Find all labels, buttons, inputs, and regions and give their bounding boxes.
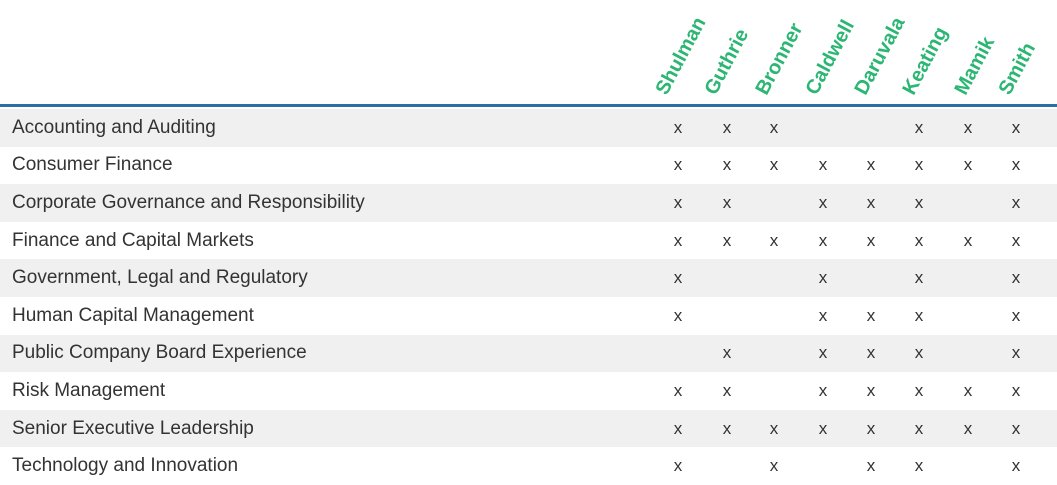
- table-row: Government, Legal and Regulatory x x x x: [0, 259, 1057, 297]
- check-mark-caldwell: x: [818, 268, 828, 288]
- check-mark-caldwell: x: [818, 192, 828, 212]
- check-mark-shulman: x: [673, 456, 683, 476]
- check-mark-daruvala: x: [866, 418, 876, 438]
- check-mark-keating: x: [914, 117, 924, 137]
- check-mark-caldwell: x: [818, 343, 828, 363]
- skill-label: Finance and Capital Markets: [12, 229, 254, 251]
- table-row: Corporate Governance and Responsibility x…: [0, 184, 1057, 222]
- check-mark-bronner: x: [769, 117, 779, 137]
- check-mark-mamik: x: [963, 380, 973, 400]
- check-mark-caldwell: x: [818, 230, 828, 250]
- check-mark-guthrie: x: [722, 418, 732, 438]
- column-header-mamik: Mamik: [950, 33, 1000, 99]
- check-mark-keating: x: [914, 343, 924, 363]
- check-mark-shulman: x: [673, 305, 683, 325]
- column-header-guthrie: Guthrie: [700, 25, 754, 99]
- check-mark-caldwell: x: [818, 418, 828, 438]
- check-mark-caldwell: x: [818, 155, 828, 175]
- skills-rows: Accounting and Auditing x x x x x x Consumer Fi…: [0, 109, 1057, 485]
- check-mark-guthrie: x: [722, 192, 732, 212]
- check-mark-smith: x: [1011, 418, 1021, 438]
- table-row: Accounting and Auditing x x x x x x: [0, 109, 1057, 147]
- check-mark-daruvala: x: [866, 456, 876, 476]
- check-mark-mamik: x: [963, 117, 973, 137]
- check-mark-bronner: x: [769, 456, 779, 476]
- check-mark-smith: x: [1011, 268, 1021, 288]
- check-mark-keating: x: [914, 230, 924, 250]
- check-mark-smith: x: [1011, 230, 1021, 250]
- check-mark-keating: x: [914, 456, 924, 476]
- check-mark-shulman: x: [673, 380, 683, 400]
- check-mark-keating: x: [914, 380, 924, 400]
- check-mark-keating: x: [914, 268, 924, 288]
- column-header-bronner: Bronner: [751, 19, 808, 99]
- column-header-smith: Smith: [994, 39, 1040, 99]
- check-mark-guthrie: x: [722, 155, 732, 175]
- check-mark-keating: x: [914, 418, 924, 438]
- table-row: Consumer Finance x x x x x x x x: [0, 147, 1057, 185]
- check-mark-mamik: x: [963, 155, 973, 175]
- check-mark-caldwell: x: [818, 380, 828, 400]
- skill-label: Consumer Finance: [12, 154, 173, 176]
- check-mark-bronner: x: [769, 230, 779, 250]
- skill-label: Government, Legal and Regulatory: [12, 267, 308, 289]
- check-mark-daruvala: x: [866, 192, 876, 212]
- table-row: Public Company Board Experience x x x x x: [0, 334, 1057, 373]
- skill-label: Senior Executive Leadership: [12, 417, 254, 439]
- check-mark-mamik: x: [963, 230, 973, 250]
- check-mark-shulman: x: [673, 268, 683, 288]
- check-mark-bronner: x: [769, 155, 779, 175]
- check-mark-daruvala: x: [866, 380, 876, 400]
- check-mark-mamik: x: [963, 418, 973, 438]
- check-mark-smith: x: [1011, 155, 1021, 175]
- table-row: Human Capital Management x x x x x: [0, 297, 1057, 335]
- table-row: Risk Management x x x x x x x: [0, 372, 1057, 410]
- header-divider: [0, 104, 1057, 107]
- skill-label: Technology and Innovation: [12, 455, 239, 477]
- check-mark-smith: x: [1011, 192, 1021, 212]
- check-mark-shulman: x: [673, 155, 683, 175]
- check-mark-shulman: x: [673, 230, 683, 250]
- check-mark-guthrie: x: [722, 117, 732, 137]
- check-mark-shulman: x: [673, 418, 683, 438]
- check-mark-smith: x: [1011, 456, 1021, 476]
- check-mark-keating: x: [914, 192, 924, 212]
- check-mark-daruvala: x: [866, 230, 876, 250]
- column-header-keating: Keating: [898, 23, 953, 99]
- check-mark-smith: x: [1011, 305, 1021, 325]
- check-mark-smith: x: [1011, 380, 1021, 400]
- column-header-row: Shulman Guthrie Bronner Caldwell Daruvala Kea…: [0, 0, 1057, 104]
- check-mark-keating: x: [914, 155, 924, 175]
- check-mark-shulman: x: [673, 192, 683, 212]
- skill-label: Corporate Governance and Responsibility: [12, 191, 365, 213]
- check-mark-smith: x: [1011, 117, 1021, 137]
- check-mark-smith: x: [1011, 343, 1021, 363]
- check-mark-guthrie: x: [722, 230, 732, 250]
- table-row: Technology and Innovation x x x x x: [0, 447, 1057, 485]
- column-header-caldwell: Caldwell: [801, 16, 859, 99]
- check-mark-shulman: x: [673, 117, 683, 137]
- check-mark-daruvala: x: [866, 343, 876, 363]
- check-mark-caldwell: x: [818, 305, 828, 325]
- skill-label: Public Company Board Experience: [12, 342, 307, 364]
- skill-label: Human Capital Management: [12, 304, 254, 326]
- table-row: Finance and Capital Markets x x x x x x x x: [0, 222, 1057, 260]
- check-mark-keating: x: [914, 305, 924, 325]
- table-row: Senior Executive Leadership x x x x x x x x: [0, 409, 1057, 448]
- check-mark-daruvala: x: [866, 305, 876, 325]
- check-mark-daruvala: x: [866, 155, 876, 175]
- skill-label: Accounting and Auditing: [12, 116, 216, 138]
- skill-label: Risk Management: [12, 379, 166, 401]
- check-mark-guthrie: x: [722, 343, 732, 363]
- check-mark-guthrie: x: [722, 380, 732, 400]
- check-mark-bronner: x: [769, 418, 779, 438]
